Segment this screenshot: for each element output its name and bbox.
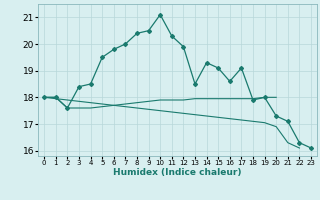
- X-axis label: Humidex (Indice chaleur): Humidex (Indice chaleur): [113, 168, 242, 177]
